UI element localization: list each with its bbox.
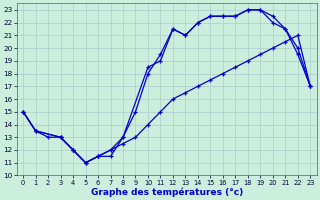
X-axis label: Graphe des températures (°c): Graphe des températures (°c) xyxy=(91,187,243,197)
